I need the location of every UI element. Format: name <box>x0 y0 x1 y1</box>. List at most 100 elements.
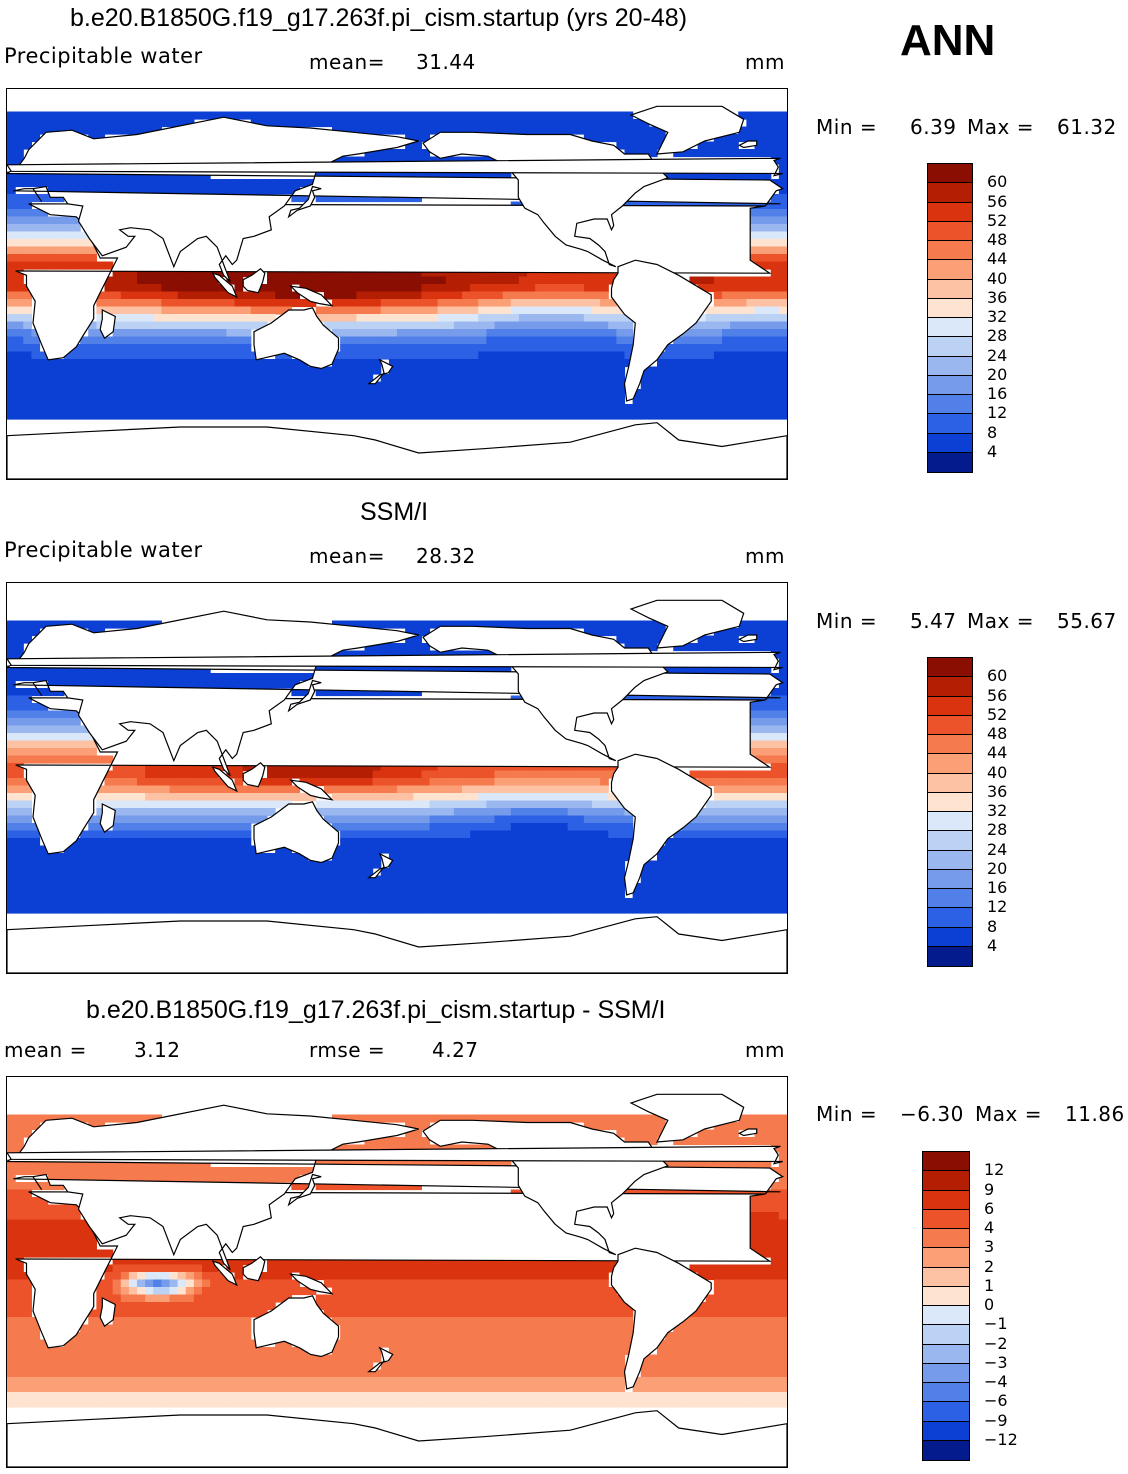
field-cell <box>738 1114 747 1123</box>
field-cell <box>234 284 244 293</box>
field-cell <box>778 1159 787 1168</box>
field-cell <box>128 890 138 899</box>
field-cell <box>145 1159 154 1168</box>
field-cell <box>429 321 439 330</box>
field-cell <box>730 800 739 809</box>
field-cell <box>730 291 739 300</box>
field-cell <box>673 1159 682 1168</box>
field-cell <box>559 838 569 847</box>
field-cell <box>145 815 154 824</box>
field-cell <box>348 793 357 802</box>
field-cell <box>600 314 609 323</box>
field-cell <box>543 329 552 338</box>
field-cell <box>551 785 561 794</box>
field-cell <box>437 351 447 360</box>
field-cell <box>543 381 552 390</box>
field-cell <box>218 396 227 405</box>
field-cell <box>762 299 772 308</box>
field-cell <box>104 665 114 674</box>
field-cell <box>413 276 422 285</box>
field-cell <box>600 620 609 629</box>
field-cell <box>112 830 122 839</box>
field-cell <box>502 366 512 375</box>
field-cell <box>405 171 414 180</box>
field-cell <box>340 853 349 862</box>
field-cell <box>397 890 406 899</box>
field-cell <box>55 860 65 869</box>
field-cell <box>258 778 268 787</box>
field-cell <box>657 860 666 869</box>
field-cell <box>583 404 593 413</box>
field-cell <box>421 351 431 360</box>
field-cell <box>128 171 138 180</box>
field-cell <box>340 778 349 787</box>
field-cell <box>494 336 504 345</box>
field-cell <box>340 329 349 338</box>
field-cell <box>397 336 406 345</box>
field-cell <box>348 359 357 368</box>
field-cell <box>413 1129 422 1138</box>
field-cell <box>486 823 496 832</box>
field-cell <box>730 329 739 338</box>
field-cell <box>559 119 569 128</box>
season-label: ANN <box>900 16 996 65</box>
field-cell <box>96 808 106 817</box>
field-cell <box>453 838 463 847</box>
field-cell <box>112 321 122 330</box>
field-cell <box>185 291 195 300</box>
field-cell <box>120 404 130 413</box>
field-cell <box>397 620 406 629</box>
field-cell <box>250 396 260 405</box>
field-cell <box>202 883 211 892</box>
field-cell <box>405 763 414 772</box>
field-cell <box>445 329 455 338</box>
field-cell <box>705 306 715 315</box>
field-cell <box>778 1197 787 1206</box>
field-cell <box>267 883 276 892</box>
field-cell <box>624 351 634 360</box>
field-cell <box>657 868 666 877</box>
field-cell <box>453 905 463 914</box>
field-cell <box>510 411 520 420</box>
field-cell <box>778 808 787 817</box>
field-cell <box>681 853 691 862</box>
field-cell <box>510 860 520 869</box>
field-cell <box>535 800 544 809</box>
field-cell <box>137 883 146 892</box>
field-cell <box>486 374 496 383</box>
field-cell <box>429 389 439 398</box>
field-cell <box>364 905 374 914</box>
field-cell <box>315 411 325 420</box>
field-cell <box>80 740 89 749</box>
field-cell <box>413 171 422 180</box>
field-cell <box>218 366 227 375</box>
field-cell <box>372 838 382 847</box>
field-cell <box>405 1114 414 1123</box>
field-cell <box>592 359 601 368</box>
field-cell <box>754 351 764 360</box>
field-cell <box>592 344 601 353</box>
field-cell <box>7 201 16 210</box>
field-cell <box>372 336 382 345</box>
field-cell <box>770 231 780 240</box>
field-cell <box>39 710 49 719</box>
field-cell <box>754 875 764 884</box>
field-cell <box>7 321 16 330</box>
coastline <box>287 185 322 219</box>
field-cell <box>722 860 731 869</box>
field-cell <box>697 830 707 839</box>
field-cell <box>161 1159 171 1168</box>
field-cell <box>348 156 357 165</box>
field-cell <box>551 1114 561 1123</box>
field-cell <box>96 389 106 398</box>
field-cell <box>145 396 154 405</box>
field-cell <box>608 845 617 854</box>
field-cell <box>177 898 187 907</box>
field-cell <box>364 321 374 330</box>
field-cell <box>405 404 414 413</box>
field-cell <box>169 329 179 338</box>
field-cell <box>137 404 146 413</box>
field-cell <box>15 650 24 659</box>
field-cell <box>754 314 764 323</box>
field-cell <box>543 111 552 120</box>
